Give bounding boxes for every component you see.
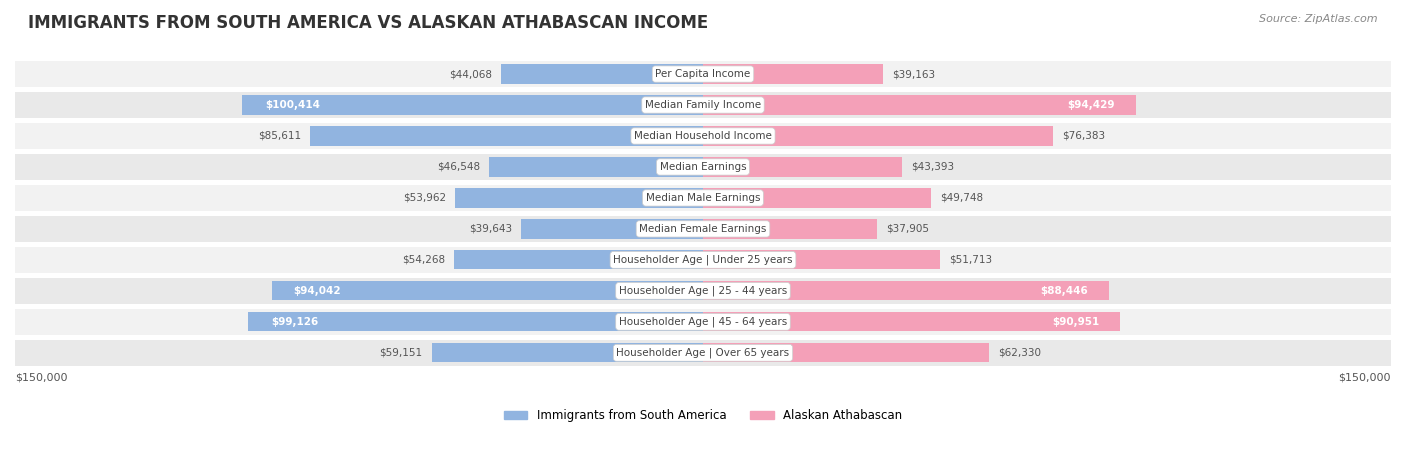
Bar xyxy=(522,219,703,239)
Bar xyxy=(703,312,1121,332)
Bar xyxy=(15,61,1391,87)
Bar xyxy=(15,123,1391,149)
Bar xyxy=(703,127,1053,146)
Text: $150,000: $150,000 xyxy=(1339,373,1391,383)
Bar xyxy=(703,250,941,269)
Bar xyxy=(242,95,703,114)
Bar xyxy=(454,250,703,269)
Text: $76,383: $76,383 xyxy=(1063,131,1105,141)
Bar xyxy=(15,278,1391,304)
Text: $62,330: $62,330 xyxy=(998,348,1040,358)
Bar xyxy=(703,188,931,207)
Bar xyxy=(249,312,703,332)
Text: $94,042: $94,042 xyxy=(294,286,340,296)
Bar xyxy=(15,92,1391,118)
Text: $100,414: $100,414 xyxy=(266,100,321,110)
Text: Median Earnings: Median Earnings xyxy=(659,162,747,172)
Text: $39,163: $39,163 xyxy=(891,69,935,79)
Bar xyxy=(15,340,1391,366)
Text: $88,446: $88,446 xyxy=(1040,286,1088,296)
Bar xyxy=(15,309,1391,335)
Bar xyxy=(15,216,1391,242)
Bar xyxy=(703,343,988,362)
Bar xyxy=(15,154,1391,180)
Text: IMMIGRANTS FROM SOUTH AMERICA VS ALASKAN ATHABASCAN INCOME: IMMIGRANTS FROM SOUTH AMERICA VS ALASKAN… xyxy=(28,14,709,32)
Text: $51,713: $51,713 xyxy=(949,255,993,265)
Text: $59,151: $59,151 xyxy=(380,348,423,358)
Bar xyxy=(432,343,703,362)
Bar xyxy=(703,219,877,239)
Text: $46,548: $46,548 xyxy=(437,162,481,172)
Text: Householder Age | Under 25 years: Householder Age | Under 25 years xyxy=(613,255,793,265)
Text: Source: ZipAtlas.com: Source: ZipAtlas.com xyxy=(1260,14,1378,24)
Text: Householder Age | 45 - 64 years: Householder Age | 45 - 64 years xyxy=(619,317,787,327)
Bar xyxy=(489,157,703,177)
Text: Per Capita Income: Per Capita Income xyxy=(655,69,751,79)
Legend: Immigrants from South America, Alaskan Athabascan: Immigrants from South America, Alaskan A… xyxy=(499,404,907,426)
Text: $44,068: $44,068 xyxy=(449,69,492,79)
Bar xyxy=(501,64,703,84)
Bar xyxy=(271,281,703,300)
Text: $53,962: $53,962 xyxy=(404,193,446,203)
Text: $90,951: $90,951 xyxy=(1052,317,1099,327)
Text: $54,268: $54,268 xyxy=(402,255,444,265)
Bar xyxy=(703,95,1136,114)
Bar xyxy=(311,127,703,146)
Text: Householder Age | Over 65 years: Householder Age | Over 65 years xyxy=(616,347,790,358)
Bar xyxy=(15,185,1391,211)
Text: $99,126: $99,126 xyxy=(271,317,318,327)
Text: Median Male Earnings: Median Male Earnings xyxy=(645,193,761,203)
Text: Median Female Earnings: Median Female Earnings xyxy=(640,224,766,234)
Bar xyxy=(703,157,903,177)
Bar xyxy=(15,247,1391,273)
Bar xyxy=(456,188,703,207)
Text: $43,393: $43,393 xyxy=(911,162,955,172)
Text: Median Family Income: Median Family Income xyxy=(645,100,761,110)
Text: Median Household Income: Median Household Income xyxy=(634,131,772,141)
Text: $85,611: $85,611 xyxy=(259,131,301,141)
Text: $150,000: $150,000 xyxy=(15,373,67,383)
Bar xyxy=(703,281,1109,300)
Text: $39,643: $39,643 xyxy=(468,224,512,234)
Text: Householder Age | 25 - 44 years: Householder Age | 25 - 44 years xyxy=(619,286,787,296)
Text: $37,905: $37,905 xyxy=(886,224,929,234)
Text: $94,429: $94,429 xyxy=(1067,100,1115,110)
Bar xyxy=(703,64,883,84)
Text: $49,748: $49,748 xyxy=(941,193,983,203)
